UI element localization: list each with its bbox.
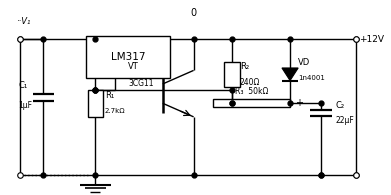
FancyBboxPatch shape [213, 99, 290, 107]
Text: 1n4001: 1n4001 [298, 75, 325, 81]
Text: 240Ω: 240Ω [240, 77, 260, 87]
Polygon shape [282, 68, 298, 81]
Text: VD: VD [298, 58, 310, 67]
Text: 2.7kΩ: 2.7kΩ [105, 108, 126, 114]
Text: R₂: R₂ [240, 62, 249, 71]
Text: R₁: R₁ [105, 91, 114, 100]
Text: 0: 0 [190, 8, 197, 19]
Text: ··V₁: ··V₁ [16, 17, 30, 26]
Text: LM317: LM317 [111, 52, 145, 62]
Text: C₁: C₁ [18, 81, 27, 90]
Text: +: + [294, 98, 303, 108]
FancyBboxPatch shape [88, 90, 103, 117]
Text: R₃  50kΩ: R₃ 50kΩ [235, 87, 268, 96]
Text: +12V: +12V [359, 35, 384, 44]
FancyBboxPatch shape [224, 62, 240, 87]
FancyBboxPatch shape [86, 35, 170, 78]
Text: C₂: C₂ [335, 101, 344, 110]
Text: VT: VT [128, 62, 139, 71]
Text: 3CG11: 3CG11 [128, 79, 154, 89]
Text: 1μF: 1μF [18, 101, 32, 110]
Text: 22μF: 22μF [335, 116, 354, 125]
